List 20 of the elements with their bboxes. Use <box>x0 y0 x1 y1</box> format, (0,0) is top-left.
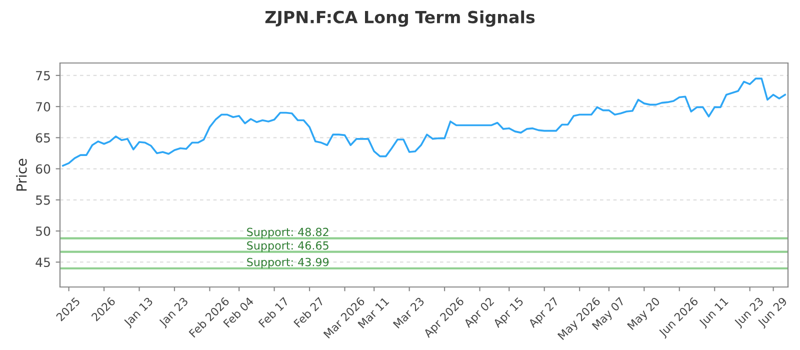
x-tick-label: Feb 17 <box>258 296 290 328</box>
y-tick-label: 75 <box>36 71 50 80</box>
y-tick-label: 50 <box>36 226 50 236</box>
x-tick-label: Feb 27 <box>293 296 324 328</box>
y-tick-label: 65 <box>36 133 50 143</box>
x-tick-label: Jan 23 <box>158 296 190 329</box>
y-tick-label: 45 <box>36 258 50 268</box>
ref-line-label: Support: 43.99 <box>247 258 329 268</box>
y-tick-label: 55 <box>36 196 50 205</box>
x-tick-label: Apr 27 <box>528 296 561 330</box>
x-tick-label: Jan 13 <box>122 296 155 329</box>
line-series <box>62 78 786 167</box>
y-axis-title: Price <box>16 158 27 191</box>
ref-line-label: Support: 48.82 <box>247 228 328 238</box>
ref-line-label: Support: 46.65 <box>247 241 328 252</box>
x-tick-label: Mar 23 <box>392 296 425 329</box>
x-tick-label: Jun 11 <box>698 296 730 329</box>
y-tick-label: 70 <box>36 102 50 112</box>
y-tick-label: 60 <box>36 164 50 174</box>
chart-title: ZJPN.F:CA Long Term Signals <box>265 10 535 27</box>
